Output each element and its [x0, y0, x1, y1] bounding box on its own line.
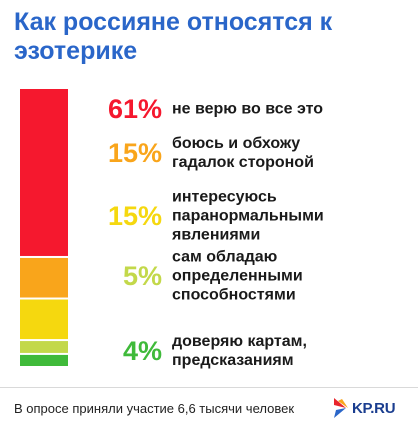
kp-logo-text: KP.RU [352, 400, 396, 417]
value-label: 15% [108, 138, 162, 168]
category-label: боюсь и обхожу [172, 135, 300, 152]
survey-note: В опросе приняли участие 6,6 тысячи чело… [14, 401, 295, 416]
category-label: явлениями [171, 227, 260, 244]
category-label: интересуюсь [172, 189, 277, 206]
footer-divider [0, 387, 418, 388]
bar-segment [20, 299, 68, 340]
value-label: 5% [123, 261, 162, 291]
bar-segment [20, 89, 68, 256]
bar-segment [20, 354, 68, 366]
category-label: доверяю картам, [172, 333, 307, 350]
kp-logo-icon [334, 398, 348, 418]
chart-title: Как россияне относятся к эзотерике [14, 8, 333, 65]
category-label: предсказаниям [172, 352, 294, 369]
bar-segment [20, 341, 68, 353]
category-label: определенными [172, 268, 303, 285]
bar-segment [20, 257, 68, 298]
category-label: сам обладаю [172, 249, 278, 266]
value-label: 15% [108, 201, 162, 231]
category-label: способностями [172, 287, 296, 304]
value-label: 4% [123, 336, 162, 366]
category-label: не верю во все это [172, 101, 323, 118]
category-label: паранормальными [172, 208, 324, 225]
category-label: гадалок стороной [172, 154, 314, 171]
stacked-bar-chart: 61% не верю во все это 15% боюсь и обхожу га… [20, 89, 324, 369]
value-label: 61% [108, 94, 162, 124]
